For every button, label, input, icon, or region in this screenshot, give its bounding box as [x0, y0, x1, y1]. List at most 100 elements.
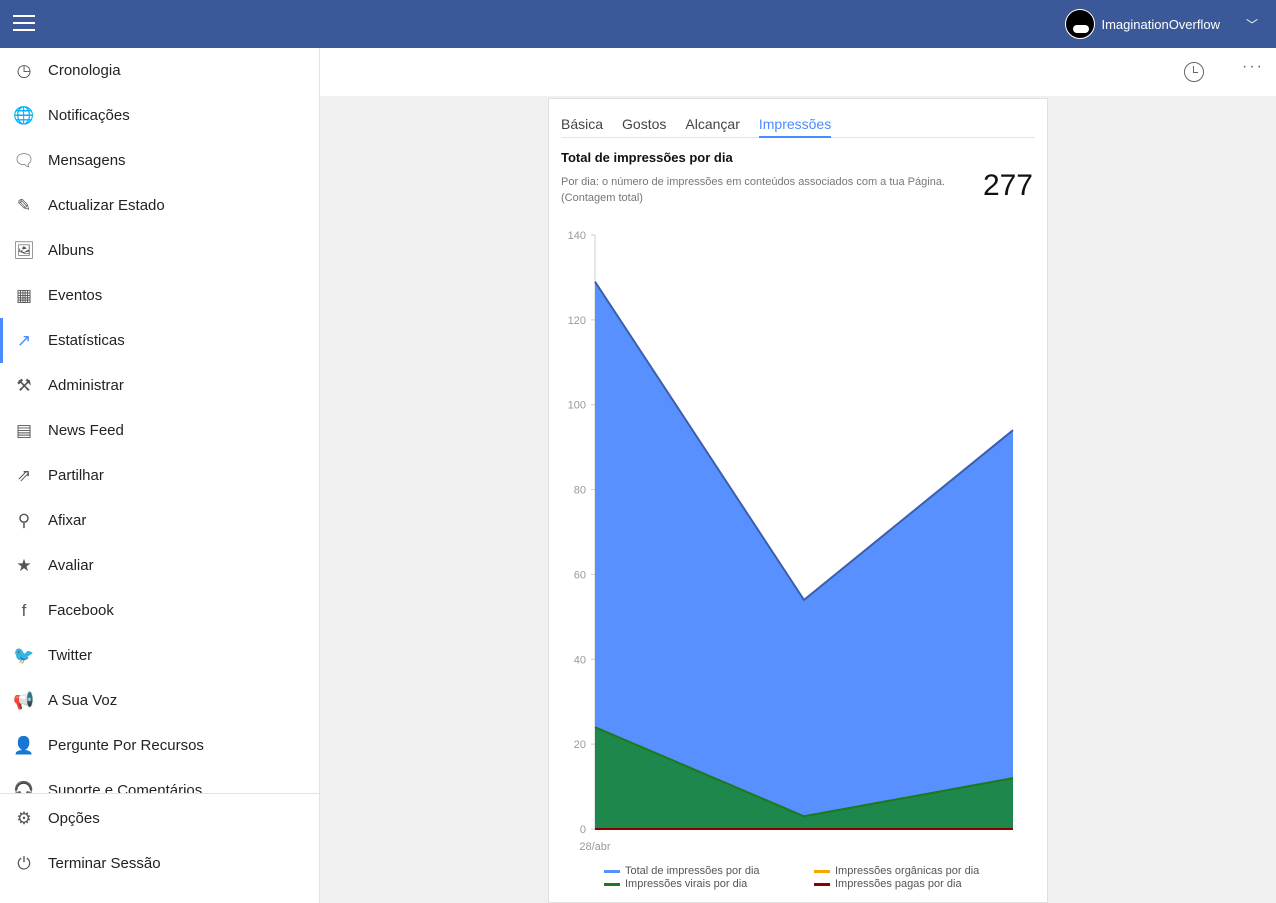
sidebar-item-label: Twitter — [48, 647, 93, 664]
sidebar-item-partilhar[interactable]: ⇗ Partilhar — [0, 453, 319, 498]
sidebar-item-opcoes[interactable]: ⚙ Opções — [0, 796, 319, 841]
sidebar-item-label: Eventos — [48, 287, 103, 304]
tools-icon: ⚒ — [16, 375, 32, 395]
sidebar-item-label: Cronologia — [48, 62, 121, 79]
y-tick-label: 0 — [580, 824, 586, 836]
sidebar-item-label: Avaliar — [48, 557, 94, 574]
top-bar: ImaginationOverflow ﹀ — [0, 0, 1276, 48]
sidebar-item-cronologia[interactable]: ◷ Cronologia — [0, 48, 319, 93]
impressions-chart: 0 20 40 60 80 100 120 140 28/abr — [568, 230, 1014, 853]
sidebar-item-label: Partilhar — [48, 467, 104, 484]
news-icon: ▤ — [15, 420, 33, 440]
sidebar-item-label: Terminar Sessão — [48, 855, 161, 872]
chat-icon: 🗨 — [13, 150, 35, 170]
stats-card: Básica Gostos Alcançar Impressões Total de … — [548, 98, 1048, 903]
image-icon: 🖼 — [13, 240, 35, 260]
y-tick-label: 120 — [568, 315, 586, 327]
more-options-icon[interactable]: ··· — [1242, 58, 1264, 75]
chart-legend: Total de impressões por dia Impressões or… — [604, 865, 1024, 890]
sidebar-item-label: Mensagens — [48, 152, 126, 169]
metric-total: 277 — [982, 169, 1033, 202]
person-question-icon: 👤 — [13, 735, 35, 755]
sidebar-item-afixar[interactable]: ⚲ Afixar — [0, 498, 319, 543]
star-icon: ★ — [16, 555, 32, 575]
edit-icon: ✎ — [16, 195, 32, 215]
sidebar-item-news-feed[interactable]: ▤ News Feed — [0, 408, 319, 453]
sidebar-item-albuns[interactable]: 🖼 Albuns — [0, 228, 319, 273]
legend-item: Impressões virais por dia — [604, 878, 814, 890]
sidebar-item-estatisticas[interactable]: ↗ Estatísticas — [0, 318, 319, 363]
sidebar-item-actualizar-estado[interactable]: ✎ Actualizar Estado — [0, 183, 319, 228]
y-tick-label: 20 — [574, 739, 586, 751]
sidebar-item-label: Notificações — [48, 107, 130, 124]
twitter-icon: 🐦 — [13, 645, 35, 665]
tab-básica[interactable]: Básica — [561, 116, 604, 132]
facebook-icon: f — [21, 600, 27, 620]
sidebar-item-pergunte-por-recursos[interactable]: 👤 Pergunte Por Recursos — [0, 723, 319, 768]
sidebar-item-notificacoes[interactable]: 🌐 Notificações — [0, 93, 319, 138]
chevron-down-icon[interactable]: ﹀ — [1245, 17, 1258, 32]
legend-swatch — [814, 882, 830, 886]
power-icon: ⏻ — [17, 853, 31, 873]
sidebar-item-facebook[interactable]: f Facebook — [0, 588, 319, 633]
pin-icon: ⚲ — [17, 510, 31, 530]
legend-swatch — [604, 882, 620, 886]
hamburger-menu-icon[interactable] — [13, 15, 35, 33]
sidebar-item-mensagens[interactable]: 🗨 Mensagens — [0, 138, 319, 183]
x-tick-label: 28/abr — [579, 841, 611, 853]
sidebar-item-a-sua-voz[interactable]: 📢 A Sua Voz — [0, 678, 319, 723]
tab-bar: Básica Gostos Alcançar Impressões — [561, 116, 1035, 138]
sidebar-item-label: A Sua Voz — [48, 692, 118, 709]
sidebar-item-label: News Feed — [48, 422, 124, 439]
series-area-2 — [595, 727, 1013, 829]
user-menu[interactable]: ImaginationOverflow ﹀ — [1065, 9, 1258, 39]
y-tick-label: 60 — [574, 569, 586, 581]
y-tick-label: 40 — [574, 654, 586, 666]
y-tick-label: 140 — [568, 230, 586, 242]
sidebar-item-label: Albuns — [48, 242, 94, 259]
metric-description: Por dia: o número de impressões em conte… — [561, 176, 945, 204]
metric-title: Total de impressões por dia — [561, 150, 733, 165]
legend-item: Total de impressões por dia — [604, 865, 814, 877]
share-icon: ⇗ — [16, 465, 32, 485]
calendar-icon: ▦ — [15, 285, 33, 305]
timeline-icon: ◷ — [16, 60, 32, 80]
tab-alcançar[interactable]: Alcançar — [685, 116, 740, 132]
legend-label: Impressões pagas por dia — [835, 878, 962, 890]
legend-item: Impressões orgânicas por dia — [814, 865, 1024, 877]
y-tick-label: 80 — [574, 485, 586, 497]
legend-swatch — [814, 869, 830, 873]
headset-icon: 🎧 — [13, 780, 35, 794]
sidebar-item-label: Pergunte Por Recursos — [48, 737, 204, 754]
sidebar-item-label: Actualizar Estado — [48, 197, 165, 214]
sidebar-item-avaliar[interactable]: ★ Avaliar — [0, 543, 319, 588]
sidebar-item-label: Administrar — [48, 377, 124, 394]
legend-label: Total de impressões por dia — [625, 865, 760, 877]
gear-icon: ⚙ — [16, 808, 32, 828]
globe-icon: 🌐 — [13, 105, 35, 125]
sidebar-item-administrar[interactable]: ⚒ Administrar — [0, 363, 319, 408]
sidebar-item-label: Estatísticas — [48, 332, 125, 349]
sidebar-item-twitter[interactable]: 🐦 Twitter — [0, 633, 319, 678]
trending-icon: ↗ — [16, 330, 32, 350]
sidebar: ◷ Cronologia 🌐 Notificações 🗨 Mensagens ✎ Actua… — [0, 48, 320, 903]
sidebar-item-label: Suporte e Comentários — [48, 782, 203, 793]
tab-impressões[interactable]: Impressões — [758, 116, 832, 138]
sidebar-item-terminar-sessao[interactable]: ⏻ Terminar Sessão — [0, 841, 319, 886]
legend-item: Impressões pagas por dia — [814, 878, 1024, 890]
y-tick-label: 100 — [568, 400, 586, 412]
sidebar-item-suporte-e-comentarios[interactable]: 🎧 Suporte e Comentários — [0, 768, 319, 794]
username: ImaginationOverflow — [1101, 16, 1220, 32]
series-area-0 — [595, 281, 1013, 829]
sidebar-item-eventos[interactable]: ▦ Eventos — [0, 273, 319, 318]
legend-label: Impressões orgânicas por dia — [835, 865, 980, 877]
avatar — [1065, 9, 1096, 39]
command-bar: ··· — [320, 48, 1276, 96]
tab-gostos[interactable]: Gostos — [622, 116, 667, 132]
sidebar-item-label: Opções — [48, 810, 100, 827]
legend-swatch — [604, 869, 620, 873]
history-clock-icon[interactable] — [1184, 62, 1204, 82]
sidebar-item-label: Facebook — [48, 602, 114, 619]
sidebar-item-label: Afixar — [48, 512, 87, 529]
megaphone-icon: 📢 — [13, 690, 35, 710]
